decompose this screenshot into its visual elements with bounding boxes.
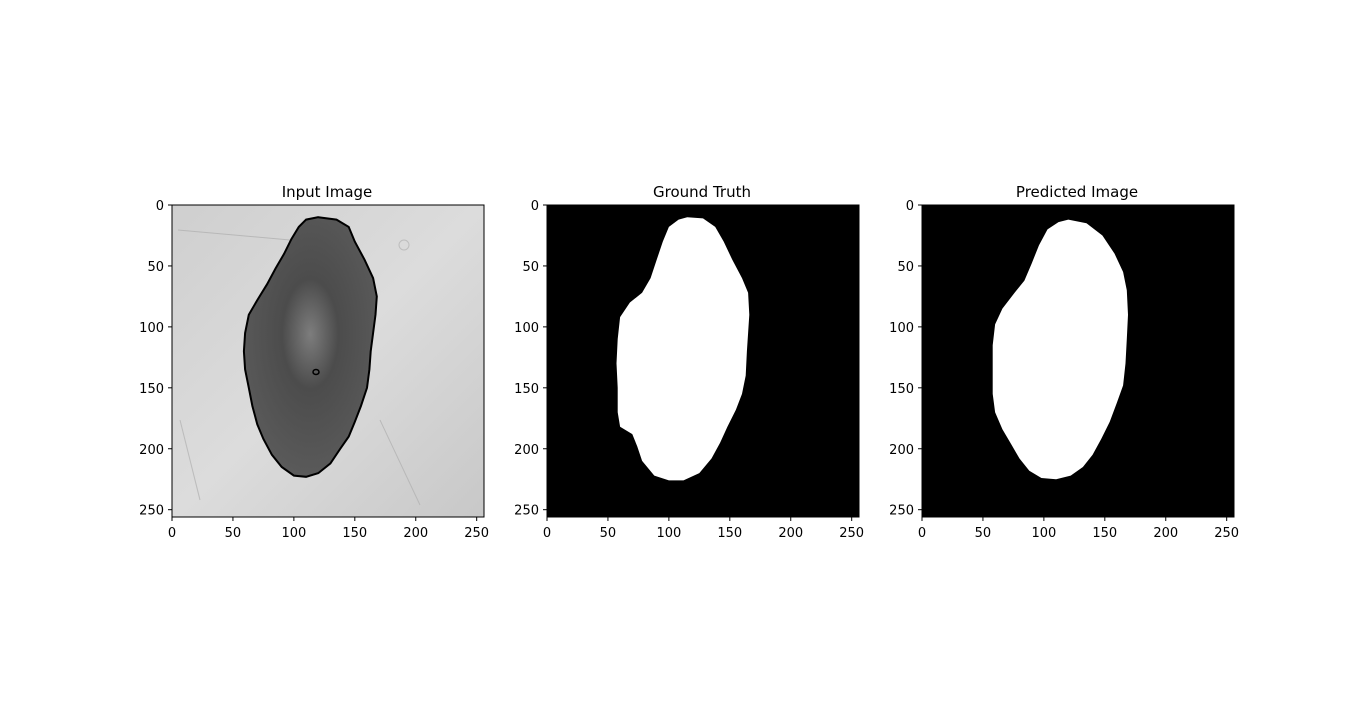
x-tick-label: 100 <box>281 526 306 541</box>
hair-strand <box>179 419 201 501</box>
panel-title: Predicted Image <box>1016 183 1138 201</box>
x-tick-label: 0 <box>918 526 926 541</box>
x-tick-label: 150 <box>342 526 367 541</box>
x-tick-label: 250 <box>839 526 864 541</box>
y-tick-label: 150 <box>514 382 539 397</box>
x-tick-label: 200 <box>403 526 428 541</box>
panel-title: Ground Truth <box>653 183 751 201</box>
x-tick-label: 0 <box>543 526 551 541</box>
y-tick-label: 0 <box>531 199 539 214</box>
y-tick-label: 250 <box>139 504 164 519</box>
mask-region <box>992 219 1128 480</box>
axes-frame <box>171 204 485 518</box>
y-tick-label: 100 <box>139 321 164 336</box>
panel-title: Input Image <box>282 183 373 201</box>
y-tick-label: 150 <box>889 382 914 397</box>
y-tick-label: 100 <box>889 321 914 336</box>
y-tick-label: 250 <box>889 504 914 519</box>
panel-predicted-image: Predicted Image 0 50 100 150 200 250 0 50 100 150… <box>889 183 1239 541</box>
y-tick-label: 100 <box>514 321 539 336</box>
mask-region <box>616 217 750 481</box>
x-tick-label: 150 <box>1092 526 1117 541</box>
x-tick-label: 50 <box>975 526 992 541</box>
y-tick-label: 50 <box>522 260 539 275</box>
x-tick-label: 150 <box>717 526 742 541</box>
skin-spot <box>398 239 410 251</box>
x-tick-label: 250 <box>464 526 489 541</box>
hair-strand <box>379 419 421 506</box>
hair-strand <box>177 229 291 241</box>
panel-input-image: Input Image 0 50 100 150 200 250 0 50 100 150 200 2… <box>139 183 489 541</box>
y-tick-label: 200 <box>139 443 164 458</box>
image-area <box>172 205 484 517</box>
y-tick-label: 150 <box>139 382 164 397</box>
inner-contour <box>312 368 320 376</box>
x-tick-label: 100 <box>1031 526 1056 541</box>
y-tick-label: 50 <box>147 260 164 275</box>
y-tick-label: 0 <box>906 199 914 214</box>
lesion-contour <box>242 216 378 478</box>
lesion <box>243 217 377 477</box>
axes-frame <box>546 204 860 518</box>
x-tick-label: 200 <box>1153 526 1178 541</box>
x-tick-label: 200 <box>778 526 803 541</box>
y-tick-label: 200 <box>889 443 914 458</box>
y-tick-label: 50 <box>897 260 914 275</box>
x-tick-label: 250 <box>1214 526 1239 541</box>
panel-ground-truth: Ground Truth 0 50 100 150 200 250 0 50 100 150 200… <box>514 183 864 541</box>
x-tick-label: 50 <box>225 526 242 541</box>
y-tick-label: 0 <box>156 199 164 214</box>
image-area <box>547 205 859 517</box>
y-tick-label: 200 <box>514 443 539 458</box>
axes-frame <box>921 204 1235 518</box>
x-tick-label: 50 <box>600 526 617 541</box>
x-tick-label: 0 <box>168 526 176 541</box>
x-tick-label: 100 <box>656 526 681 541</box>
image-area <box>922 205 1234 517</box>
y-tick-label: 250 <box>514 504 539 519</box>
